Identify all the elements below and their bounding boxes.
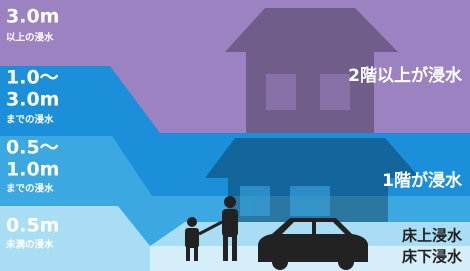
flood-diagram: 3.0m 以上の浸水 1.0〜 3.0m までの浸水 0.5〜 1.0m までの… [0, 0, 470, 271]
level-description: 床下浸水 [402, 248, 463, 266]
level-description: 床上浸水 [402, 227, 463, 245]
depth-note: 未満の浸水 [5, 239, 54, 251]
depth-label: 3.0m [6, 6, 59, 28]
depth-note: までの浸水 [6, 114, 54, 126]
depth-label: 1.0m [6, 159, 59, 181]
depth-label: 0.5m [6, 215, 59, 237]
level-description: 1階が浸水 [382, 170, 463, 191]
depth-label: 1.0〜 [6, 67, 59, 89]
depth-label: 0.5〜 [6, 137, 59, 159]
level-description: 2階以上が浸水 [348, 65, 463, 86]
depth-label: 3.0m [6, 89, 59, 111]
depth-note: までの浸水 [6, 183, 54, 195]
depth-note: 以上の浸水 [6, 32, 54, 44]
